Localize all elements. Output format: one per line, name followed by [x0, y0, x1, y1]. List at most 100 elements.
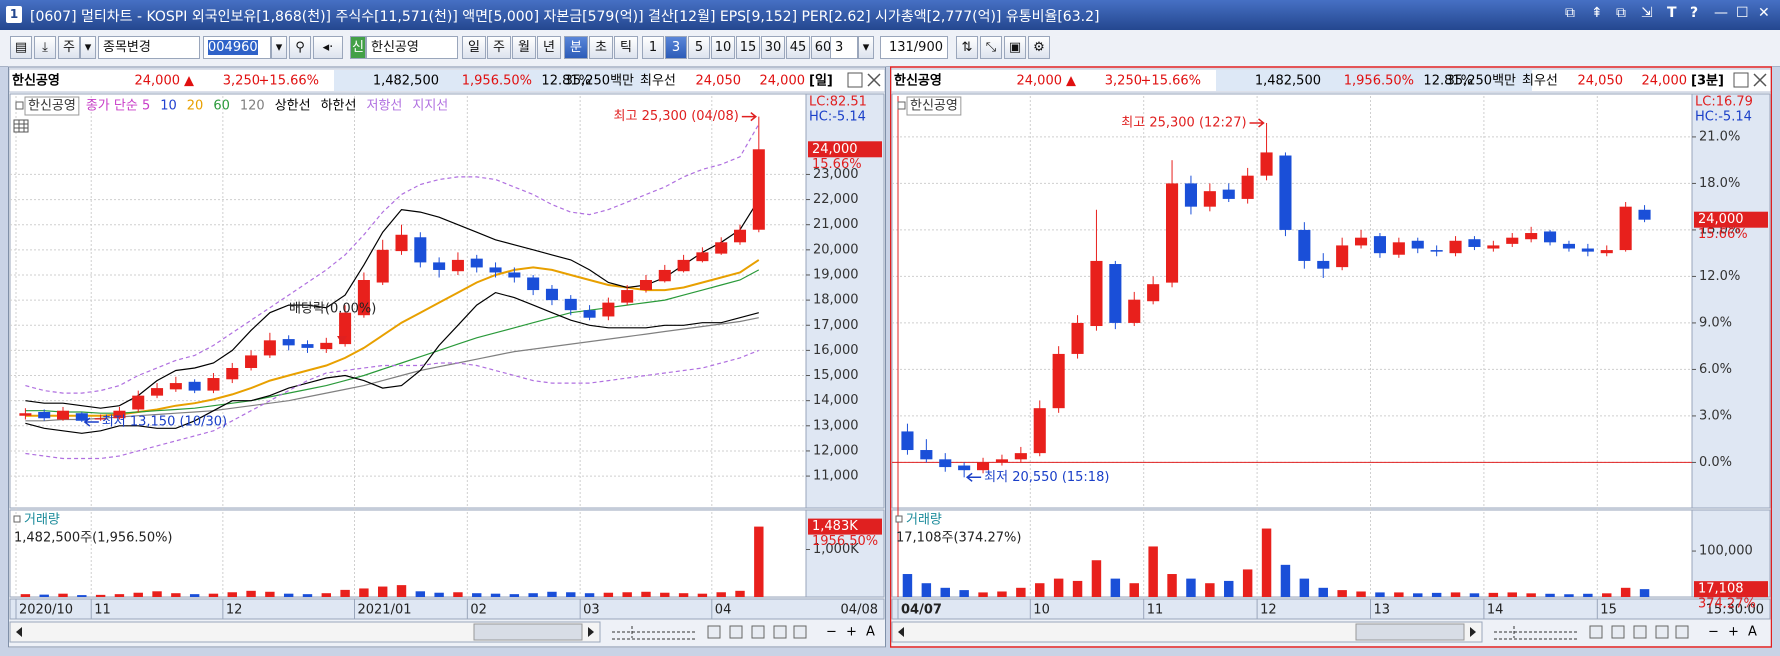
period-button[interactable]: 월 [512, 36, 536, 59]
low-annotation: 최저 13,150 (10/30) [102, 415, 227, 430]
font-size[interactable]: A [866, 625, 875, 640]
scroll-thumb[interactable] [1355, 623, 1465, 641]
legend-icon [15, 101, 24, 110]
scroll-track[interactable] [891, 621, 1483, 643]
download-button[interactable]: ⤓ [34, 36, 56, 59]
font-button[interactable]: T [1667, 5, 1677, 21]
info-name: 한신공영 [12, 73, 60, 89]
maximize-button[interactable] [1733, 72, 1749, 88]
save-button[interactable]: ▣ [1004, 36, 1026, 59]
hc-label: HC:-5.14 [1695, 110, 1752, 125]
tool-icon[interactable] [1633, 625, 1647, 639]
current-price-label: 24,000 [812, 142, 858, 157]
interval-button[interactable]: 3 [665, 36, 687, 59]
volume-bar [1507, 592, 1517, 597]
dropdown[interactable]: ▾ [858, 36, 874, 59]
close-button[interactable]: ✕ [1758, 5, 1770, 21]
tool-icon[interactable] [773, 625, 787, 639]
tool-icon[interactable] [1655, 625, 1669, 639]
maximize-button[interactable] [847, 72, 863, 88]
tool-icon[interactable] [729, 625, 743, 639]
change-combo[interactable]: 종목변경 [98, 36, 200, 59]
stock-name[interactable]: 한신공영 [366, 36, 458, 59]
dropdown[interactable]: ▾ [271, 36, 287, 59]
period-button[interactable]: 초 [589, 36, 613, 59]
volume-bar [20, 594, 31, 597]
restore-icon[interactable]: ⧉ [1565, 5, 1575, 21]
help-button[interactable]: ? [1690, 5, 1699, 21]
close-button[interactable] [1753, 73, 1767, 87]
layout-button[interactable]: ▤ [10, 36, 32, 59]
tool-button[interactable]: ⤡ [980, 36, 1002, 59]
interval-button[interactable]: 10 [711, 36, 735, 59]
code-input[interactable]: 004960 [203, 36, 271, 59]
volume-bar [1016, 587, 1026, 597]
current-price-box [808, 141, 882, 158]
date-axis [9, 598, 885, 620]
zoom-in[interactable]: + [1728, 625, 1739, 640]
candle-body [320, 342, 333, 350]
pin-icon[interactable]: ⇞ [1591, 5, 1603, 21]
candle-body [1317, 260, 1330, 269]
mode-select[interactable]: 주 [58, 36, 80, 59]
maximize-button[interactable]: ☐ [1736, 5, 1749, 21]
tool-icon[interactable] [707, 625, 721, 639]
candle-body [301, 344, 314, 348]
period-button[interactable]: 년 [537, 36, 561, 59]
minimize-button[interactable]: — [1714, 5, 1728, 21]
zoom-slider[interactable] [612, 626, 696, 640]
close-button[interactable] [867, 73, 881, 87]
tool-icon[interactable] [1589, 625, 1603, 639]
candle-body [1298, 229, 1311, 261]
volume-bar [1186, 578, 1196, 597]
tool-icon[interactable] [751, 625, 765, 639]
interval-input[interactable]: 3 [830, 36, 858, 59]
zoom-out[interactable]: − [1708, 625, 1719, 640]
y-tick-label: 1,000K [813, 542, 859, 557]
zoom-in[interactable]: + [846, 625, 857, 640]
scroll-track[interactable] [9, 621, 601, 643]
volume-bar [453, 592, 463, 597]
search-button[interactable]: ⚲ [289, 36, 311, 59]
period-button[interactable]: 일 [462, 36, 486, 59]
interval-button[interactable]: 30 [761, 36, 785, 59]
volume-bar [716, 592, 726, 597]
volume-icon [13, 515, 21, 523]
count-input[interactable]: 131/900 [880, 36, 948, 59]
tool-icon[interactable] [793, 625, 807, 639]
prev-button[interactable]: ◂· [313, 36, 343, 59]
interval-button[interactable]: 45 [786, 36, 810, 59]
tool-icon[interactable]: ⇲ [1641, 5, 1653, 21]
dropdown[interactable]: ▾ [80, 36, 96, 59]
scroll-right[interactable] [588, 627, 594, 637]
candle-body [113, 410, 126, 419]
interval-button[interactable]: 1 [642, 36, 664, 59]
settings-button[interactable]: ⚙ [1028, 36, 1050, 59]
hc-label: HC:-5.14 [809, 110, 866, 125]
window-icon[interactable]: ⧉ [1616, 5, 1626, 21]
volume-bar [547, 591, 557, 597]
scroll-left[interactable] [898, 627, 904, 637]
scroll-left[interactable] [16, 627, 22, 637]
legend-item: 60 [213, 99, 230, 114]
candle-body [545, 288, 558, 301]
current-volume-pct: 374.27% [1698, 597, 1756, 612]
font-size[interactable]: A [1748, 625, 1757, 640]
scroll-thumb[interactable] [473, 623, 583, 641]
interval-button[interactable]: 5 [688, 36, 710, 59]
period-button[interactable]: 틱 [614, 36, 638, 59]
tool-icon[interactable] [1611, 625, 1625, 639]
period-button[interactable]: 분 [564, 36, 588, 59]
volume-plot [891, 509, 1693, 598]
tool-icon[interactable] [1675, 625, 1689, 639]
period-button[interactable]: 주 [487, 36, 511, 59]
zoom-slider[interactable] [1494, 626, 1578, 640]
candle-body [1033, 408, 1046, 454]
scroll-right[interactable] [1470, 627, 1476, 637]
candle-body [639, 280, 653, 291]
tool-button[interactable]: ⇅ [956, 36, 978, 59]
interval-button[interactable]: 15 [736, 36, 760, 59]
low-arrow [83, 417, 99, 427]
zoom-out[interactable]: − [826, 625, 837, 640]
candle-body [1581, 248, 1594, 252]
